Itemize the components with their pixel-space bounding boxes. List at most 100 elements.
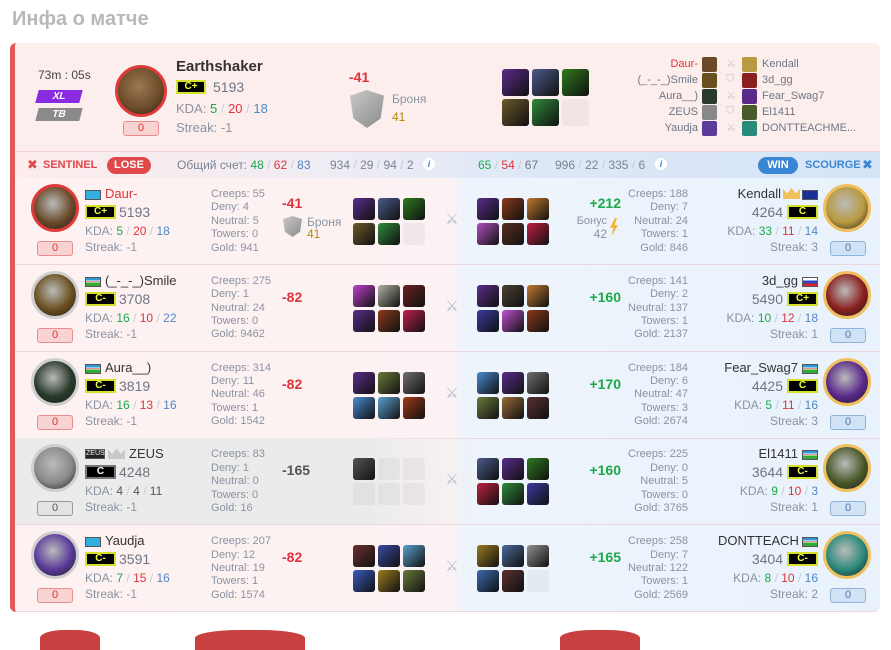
item-icon[interactable] bbox=[403, 309, 425, 332]
player-name[interactable]: Daur- bbox=[105, 186, 138, 201]
player-link-right[interactable]: Kendall bbox=[762, 58, 799, 70]
item-icon[interactable] bbox=[477, 458, 499, 481]
lose-badge: LOSE bbox=[107, 157, 151, 174]
hero-avatar[interactable] bbox=[31, 270, 79, 319]
hero-avatar[interactable] bbox=[823, 531, 871, 580]
item-icon[interactable] bbox=[378, 284, 400, 307]
item-icon[interactable] bbox=[532, 99, 559, 126]
page-title: Инфа о матче bbox=[12, 8, 149, 30]
info-icon[interactable]: i bbox=[655, 158, 667, 170]
team-totals-right: 996 / 22 / 335 / 6 bbox=[555, 158, 646, 172]
item-icon[interactable] bbox=[502, 198, 524, 220]
item-icon[interactable] bbox=[403, 198, 425, 220]
item-icon[interactable] bbox=[353, 198, 375, 220]
item-icon[interactable] bbox=[527, 198, 549, 220]
player-name[interactable]: (_-_-_)Smile bbox=[105, 272, 177, 288]
player-link-left[interactable]: Yaudja bbox=[664, 122, 698, 134]
hero-avatar[interactable] bbox=[31, 184, 79, 232]
item-icon[interactable] bbox=[353, 223, 375, 245]
player-link-right[interactable]: Fear_Swag7 bbox=[762, 90, 825, 102]
item-icon[interactable] bbox=[502, 223, 524, 245]
item-icon[interactable] bbox=[378, 309, 400, 332]
item-icon[interactable] bbox=[527, 309, 549, 332]
item-icon[interactable] bbox=[502, 483, 524, 506]
item-icon[interactable] bbox=[353, 458, 375, 481]
item-icon[interactable] bbox=[527, 483, 549, 506]
item-icon[interactable] bbox=[502, 371, 524, 394]
item-icon[interactable] bbox=[477, 198, 499, 220]
item-icon[interactable] bbox=[353, 570, 375, 593]
right-items bbox=[477, 198, 549, 245]
item-icon[interactable] bbox=[403, 545, 425, 568]
hero-avatar[interactable] bbox=[823, 444, 871, 493]
item-icon[interactable] bbox=[477, 223, 499, 245]
item-icon[interactable] bbox=[527, 284, 549, 307]
item-icon[interactable] bbox=[562, 69, 589, 96]
item-icon[interactable] bbox=[502, 545, 524, 568]
item-icon[interactable] bbox=[527, 371, 549, 394]
player-link-right[interactable]: El1411 bbox=[762, 106, 796, 118]
rating-diff: -41 bbox=[282, 195, 303, 211]
right-items bbox=[477, 371, 549, 419]
item-icon[interactable] bbox=[477, 483, 499, 506]
right-items bbox=[477, 545, 549, 593]
item-icon[interactable] bbox=[477, 570, 499, 593]
item-icon[interactable] bbox=[378, 545, 400, 568]
hero-avatar[interactable] bbox=[31, 444, 79, 493]
item-icon[interactable] bbox=[353, 371, 375, 394]
item-icon[interactable] bbox=[477, 545, 499, 568]
player-name[interactable]: Yaudja bbox=[105, 533, 145, 549]
item-icon[interactable] bbox=[532, 69, 559, 96]
item-icon[interactable] bbox=[502, 309, 524, 332]
hero-avatar[interactable] bbox=[823, 270, 871, 319]
item-icon[interactable] bbox=[477, 371, 499, 394]
item-icon[interactable] bbox=[353, 396, 375, 419]
item-icon[interactable] bbox=[378, 570, 400, 593]
item-icon[interactable] bbox=[527, 223, 549, 245]
player-name[interactable]: Fear_Swag7 bbox=[724, 359, 798, 375]
hero-avatar[interactable] bbox=[823, 184, 871, 232]
player-name[interactable]: 3d_gg bbox=[761, 272, 798, 288]
player-link-left[interactable]: (_-_-_)Smile bbox=[637, 74, 698, 86]
hero-avatar[interactable] bbox=[823, 357, 871, 406]
item-icon[interactable] bbox=[403, 396, 425, 419]
item-icon[interactable] bbox=[353, 284, 375, 307]
streak: Streak: -1 bbox=[85, 326, 138, 341]
item-icon[interactable] bbox=[378, 371, 400, 394]
player-name[interactable]: ZEUS bbox=[129, 446, 164, 462]
item-icon[interactable] bbox=[502, 458, 524, 481]
item-icon[interactable] bbox=[477, 396, 499, 419]
item-icon[interactable] bbox=[477, 284, 499, 307]
item-icon[interactable] bbox=[403, 371, 425, 394]
player-link-right[interactable]: 3d_gg bbox=[762, 74, 793, 86]
player-link-left[interactable]: Aura__) bbox=[658, 90, 698, 102]
hero-avatar[interactable] bbox=[31, 531, 79, 580]
player-link-left[interactable]: Daur- bbox=[670, 58, 698, 70]
hero-avatar[interactable] bbox=[31, 357, 79, 406]
item-icon[interactable] bbox=[403, 284, 425, 307]
player-name[interactable]: Aura__) bbox=[105, 359, 152, 375]
player-name[interactable]: El1411 bbox=[758, 446, 798, 462]
item-icon[interactable] bbox=[378, 198, 400, 220]
item-icon[interactable] bbox=[502, 570, 524, 593]
player-name[interactable]: DONTTEACHM bbox=[718, 533, 798, 549]
item-icon[interactable] bbox=[403, 570, 425, 593]
stat-gold: Gold: 1574 bbox=[211, 588, 265, 601]
item-icon[interactable] bbox=[378, 396, 400, 419]
info-icon[interactable]: i bbox=[423, 158, 435, 170]
stat-neutral: Neutral: 24 bbox=[211, 301, 265, 314]
item-icon[interactable] bbox=[378, 223, 400, 245]
item-icon[interactable] bbox=[527, 545, 549, 568]
item-icon[interactable] bbox=[353, 309, 375, 332]
player-name[interactable]: Kendall bbox=[737, 186, 781, 201]
item-icon[interactable] bbox=[477, 309, 499, 332]
item-icon[interactable] bbox=[527, 458, 549, 481]
player-link-right[interactable]: DONTTEACHME... bbox=[762, 122, 857, 134]
player-link-left[interactable]: ZEUS bbox=[668, 106, 698, 118]
item-icon[interactable] bbox=[353, 545, 375, 568]
item-icon[interactable] bbox=[502, 284, 524, 307]
item-icon[interactable] bbox=[527, 396, 549, 419]
item-icon[interactable] bbox=[502, 69, 529, 96]
item-icon[interactable] bbox=[502, 99, 529, 126]
item-icon[interactable] bbox=[502, 396, 524, 419]
